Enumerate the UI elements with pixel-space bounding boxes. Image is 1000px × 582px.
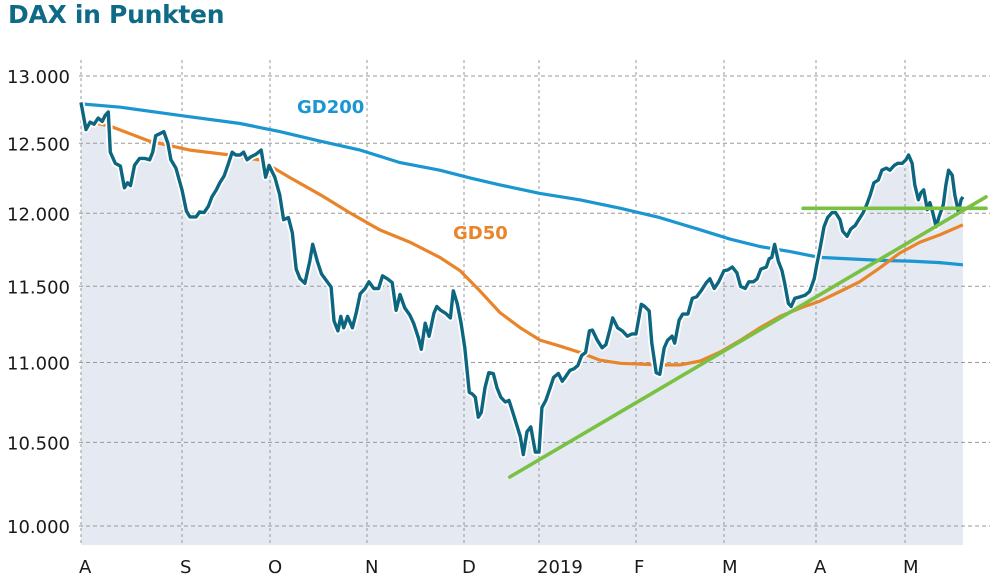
x-tick-label: D — [462, 557, 476, 578]
y-tick-label: 10.500 — [7, 433, 70, 454]
dax-line — [79, 102, 965, 457]
x-axis-ticks: A S O N D 2019 F M A M — [79, 557, 919, 578]
y-axis-ticks: 13.000 12.500 12.000 11.500 11.000 10.500 10.0… — [7, 67, 70, 538]
chart-title: DAX in Punkten — [8, 0, 225, 29]
gd200-line — [80, 102, 964, 267]
gd50-line — [80, 118, 964, 367]
series-lines — [77, 101, 988, 479]
y-tick-label: 11.000 — [7, 354, 70, 375]
x-tick-label: F — [634, 557, 644, 578]
series-labels: GD200 GD50 — [297, 97, 508, 244]
x-tick-label: S — [180, 557, 191, 578]
uptrend-line — [508, 195, 988, 479]
x-tick-label: O — [268, 557, 282, 578]
grid-lines — [79, 60, 990, 545]
x-tick-label: N — [365, 557, 378, 578]
dax-area — [81, 102, 963, 545]
x-tick-label: M — [903, 557, 919, 578]
x-tick-label: M — [722, 557, 738, 578]
x-tick-label: 2019 — [537, 557, 583, 578]
y-tick-label: 13.000 — [7, 67, 70, 88]
y-tick-label: 12.500 — [7, 134, 70, 155]
x-tick-label: A — [814, 557, 827, 578]
gd50-label: GD50 — [453, 223, 508, 244]
x-tick-label: A — [79, 557, 92, 578]
gd200-label: GD200 — [297, 97, 364, 118]
y-tick-label: 10.000 — [7, 517, 70, 538]
dax-area-fill — [81, 102, 963, 545]
y-tick-label: 12.000 — [7, 204, 70, 225]
y-tick-label: 11.500 — [7, 277, 70, 298]
